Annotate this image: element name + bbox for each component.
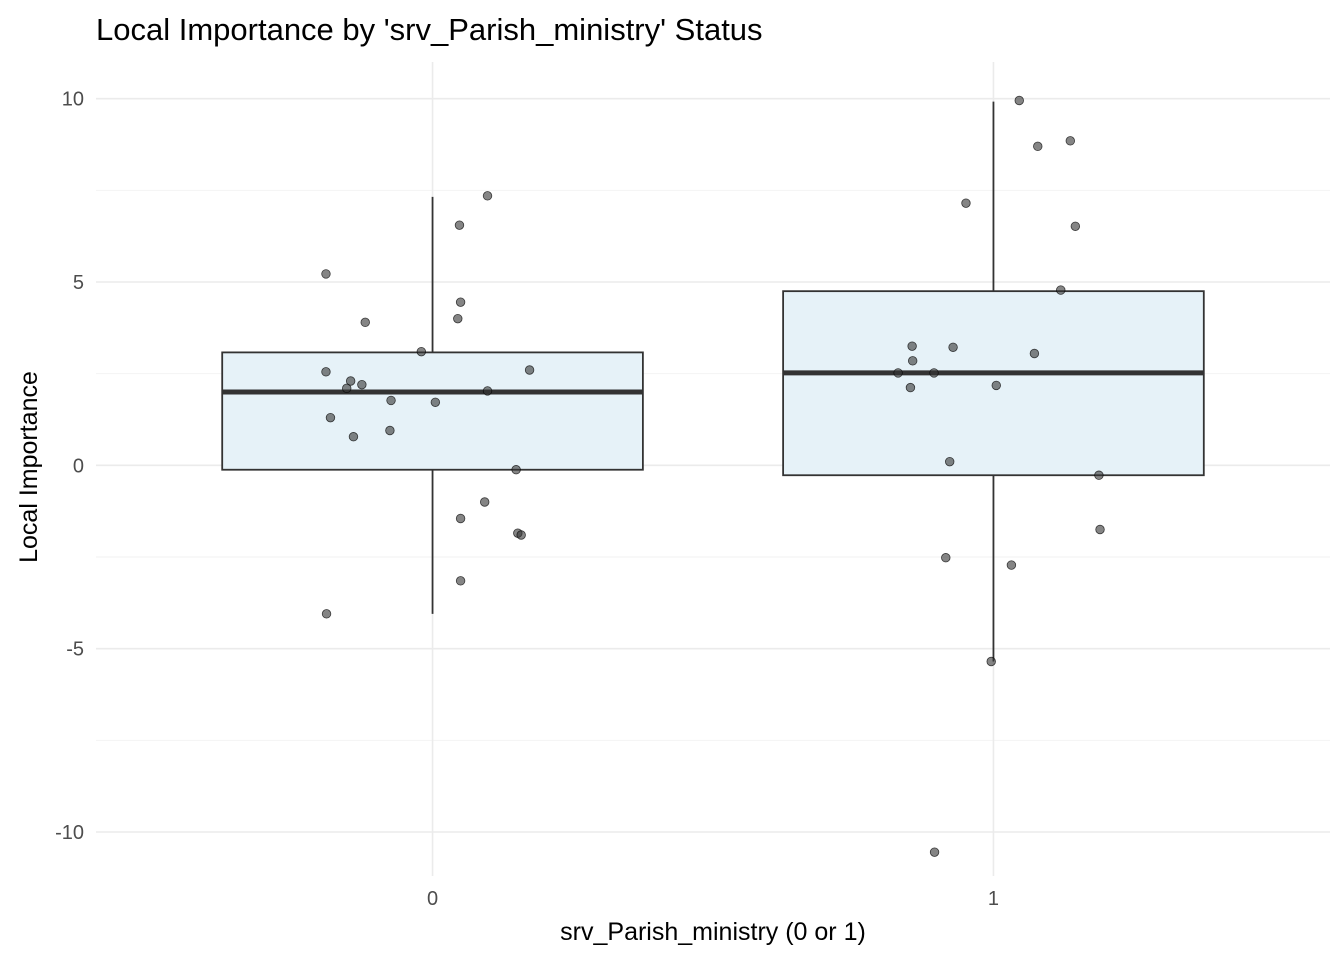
data-point: [1095, 524, 1105, 535]
data-point: [929, 368, 939, 378]
data-point: [893, 368, 903, 378]
x-tick-label: 1: [988, 888, 999, 910]
point-layer: [321, 95, 1105, 857]
y-axis-title: Local Importance: [15, 371, 43, 563]
data-point: [907, 356, 918, 366]
data-point: [453, 313, 463, 324]
data-point: [385, 425, 395, 436]
data-point: [961, 198, 971, 208]
data-point: [357, 379, 367, 390]
data-point: [1065, 136, 1075, 146]
data-point: [1056, 285, 1066, 295]
data-point: [905, 382, 916, 393]
data-point: [524, 365, 535, 375]
data-point: [1014, 95, 1024, 106]
data-point: [455, 297, 466, 307]
data-point: [1070, 221, 1081, 231]
data-point: [342, 383, 352, 394]
data-point: [360, 317, 370, 328]
data-point: [386, 395, 396, 406]
x-tick-label: 0: [427, 888, 438, 910]
y-tick-label: 5: [73, 272, 84, 294]
data-point: [416, 346, 427, 357]
data-point: [482, 386, 493, 396]
box-iqr: [221, 351, 644, 471]
data-point: [986, 656, 996, 667]
y-tick-label: -10: [55, 822, 84, 844]
data-point: [321, 367, 331, 377]
data-point: [454, 220, 465, 230]
data-point: [511, 465, 521, 475]
data-point: [1033, 141, 1043, 152]
data-point: [1006, 560, 1017, 570]
data-point: [321, 269, 331, 279]
x-axis-title: srv_Parish_ministry (0 or 1): [560, 918, 866, 946]
y-tick-label: -5: [66, 639, 84, 661]
data-point: [345, 376, 356, 386]
y-tick-label: 0: [73, 455, 84, 477]
data-point: [516, 530, 526, 540]
data-point: [929, 847, 940, 857]
data-point: [482, 191, 493, 201]
data-point: [325, 412, 336, 423]
y-tick-label: 10: [62, 89, 84, 111]
data-point: [455, 513, 466, 524]
chart-title: Local Importance by 'srv_Parish_ministry…: [96, 12, 763, 47]
data-point: [455, 576, 466, 586]
data-point: [948, 342, 958, 352]
data-point: [1029, 348, 1040, 359]
data-point: [321, 609, 332, 619]
y-axis-ticks: 10 5 0 -5 -10: [55, 89, 84, 844]
data-point: [945, 456, 955, 467]
data-point: [348, 432, 359, 442]
data-point: [907, 341, 917, 351]
data-point: [430, 397, 441, 407]
data-point: [480, 497, 490, 507]
data-point: [1094, 470, 1104, 480]
data-point: [991, 380, 1001, 391]
data-point: [941, 553, 951, 563]
